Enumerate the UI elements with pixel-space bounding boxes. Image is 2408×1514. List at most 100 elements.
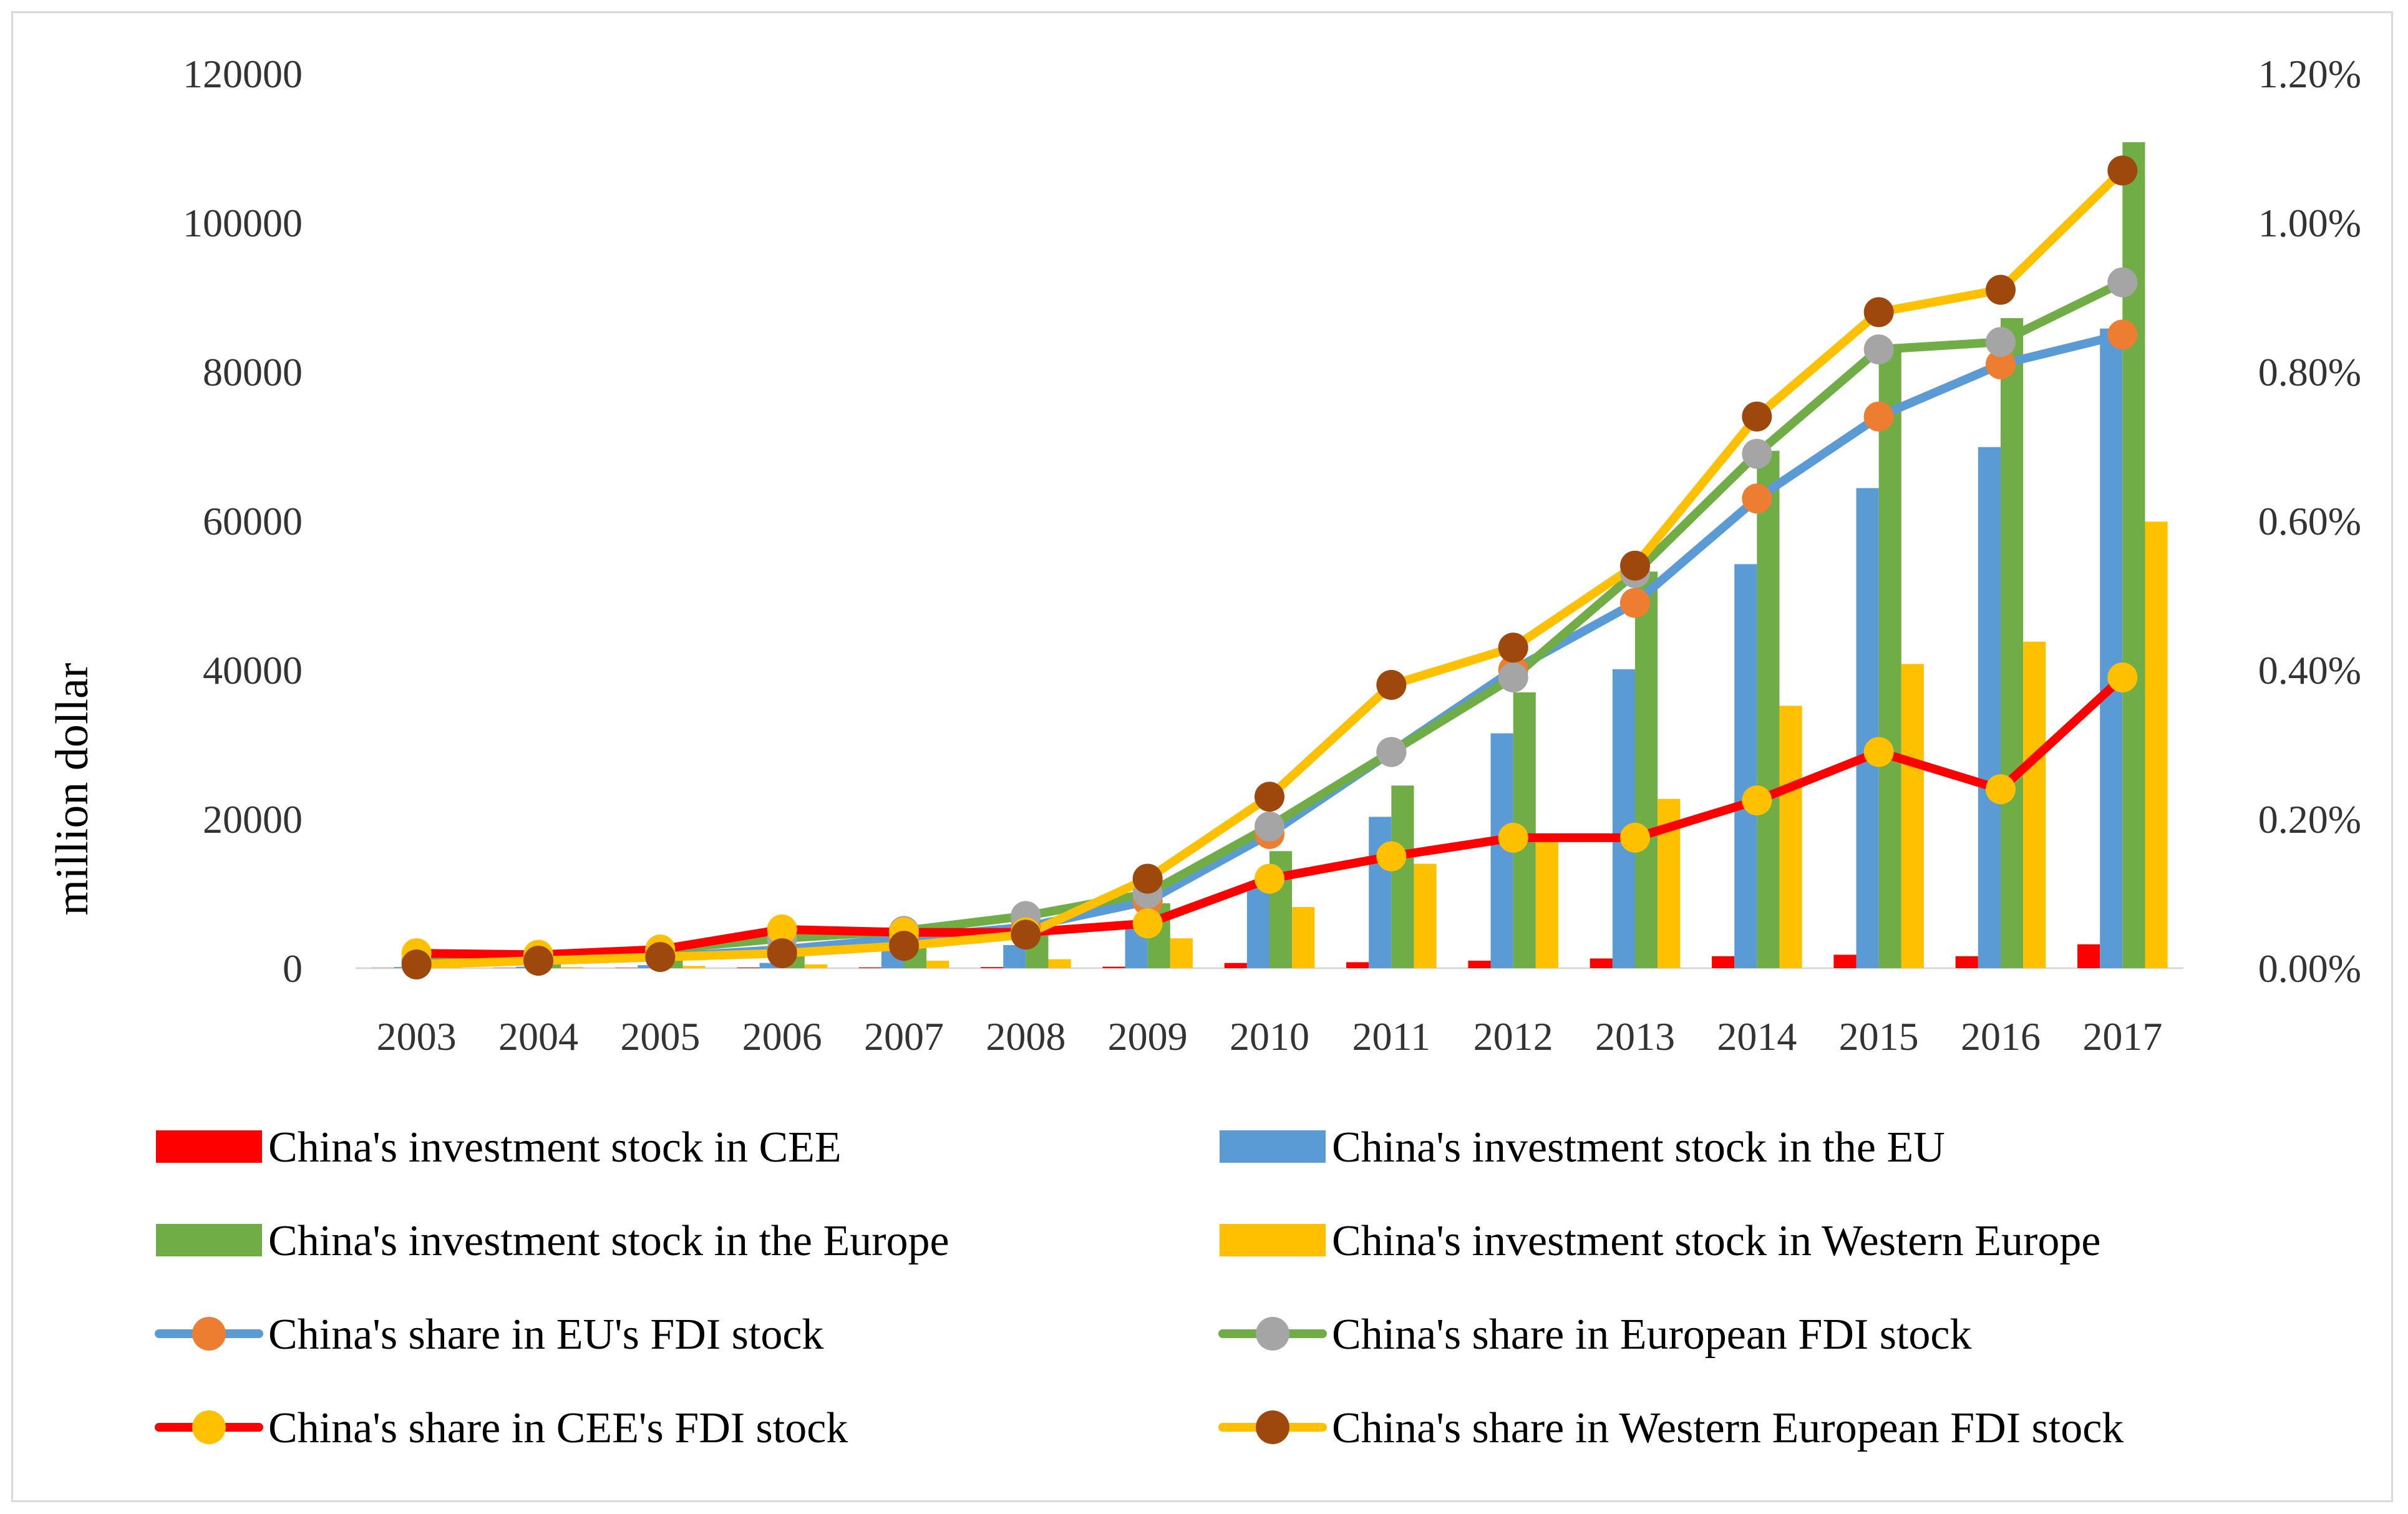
bar-4-2008	[1048, 959, 1071, 968]
bar-4-2014	[1779, 706, 1802, 968]
marker-3-2017	[2107, 662, 2138, 692]
marker-1-2016	[1986, 349, 2016, 380]
marker-2-2016	[1986, 327, 2016, 357]
legend-label: China's investment stock in the EU	[1332, 1123, 1945, 1172]
bar-2-2010	[1246, 883, 1270, 968]
x-tick-label: 2012	[1473, 1014, 1553, 1059]
marker-3-2010	[1255, 863, 1284, 894]
marker-4-2005	[645, 942, 676, 973]
marker-3-2009	[1132, 908, 1163, 939]
bar-4-2012	[1535, 841, 1558, 968]
bar-4-2017	[2145, 522, 2168, 968]
x-tick-label: 2004	[498, 1014, 578, 1059]
y-axis-title: million dollar	[47, 663, 98, 916]
marker-1-2013	[1620, 588, 1650, 618]
marker-1-2015	[1863, 401, 1894, 432]
x-tick-label: 2008	[986, 1014, 1066, 1059]
bar-3-2017	[2122, 142, 2145, 969]
legend-swatch	[156, 1224, 262, 1256]
marker-3-2006	[767, 914, 797, 944]
marker-4-2007	[889, 931, 919, 961]
bar-1-2014	[1712, 956, 1735, 968]
marker-4-2003	[401, 949, 432, 980]
legend-label: China's share in EU's FDI stock	[268, 1311, 823, 1359]
bar-2-2006	[759, 963, 782, 968]
bar-4-2010	[1292, 907, 1315, 968]
marker-1-2017	[2107, 319, 2138, 350]
marker-2-2017	[2107, 267, 2138, 298]
legend-label: China's investment stock in CEE	[268, 1123, 842, 1172]
bar-3-2013	[1635, 571, 1658, 968]
y-tick-label: 80000	[203, 350, 303, 394]
bar-2-2013	[1612, 669, 1635, 968]
marker-4-2014	[1742, 401, 1772, 432]
bar-4-2015	[1901, 664, 1924, 968]
x-tick-label: 2013	[1595, 1014, 1675, 1059]
bar-1-2017	[2077, 944, 2100, 968]
bar-3-2011	[1391, 785, 1414, 968]
x-tick-label: 2017	[2082, 1014, 2162, 1059]
marker-3-2015	[1863, 737, 1894, 767]
x-tick-label: 2005	[620, 1014, 700, 1059]
bar-2-2017	[2100, 328, 2123, 969]
marker-4-2013	[1620, 550, 1650, 581]
marker-4-2011	[1376, 669, 1407, 700]
legend-swatch	[1220, 1130, 1326, 1163]
bar-2-2015	[1856, 488, 1879, 968]
marker-4-2016	[1986, 274, 2016, 305]
legend-marker	[1256, 1410, 1289, 1444]
x-tick-label: 2006	[742, 1014, 822, 1059]
legend-swatch	[156, 1130, 262, 1163]
marker-3-2016	[1986, 774, 2016, 805]
bar-1-2013	[1590, 958, 1613, 968]
bar-4-2006	[804, 964, 827, 968]
bar-3-2016	[2001, 318, 2024, 969]
bar-4-2011	[1414, 863, 1437, 968]
bar-3-2015	[1878, 344, 1901, 968]
y2-tick-label: 1.20%	[2258, 52, 2361, 96]
x-tick-label: 2007	[864, 1014, 944, 1059]
marker-4-2012	[1498, 633, 1528, 663]
bar-1-2009	[1102, 966, 1125, 968]
marker-2-2010	[1255, 811, 1284, 842]
marker-2-2011	[1376, 737, 1407, 767]
marker-1-2014	[1742, 483, 1772, 514]
legend-label: China's investment stock in the Europe	[268, 1217, 949, 1265]
x-tick-label: 2003	[377, 1014, 457, 1059]
marker-4-2010	[1255, 782, 1284, 812]
legend-label: China's share in European FDI stock	[1332, 1311, 1971, 1359]
y-tick-label: 40000	[203, 648, 303, 692]
legend-label: China's investment stock in Western Euro…	[1332, 1217, 2100, 1265]
marker-4-2017	[2107, 155, 2138, 186]
y-tick-label: 60000	[203, 499, 303, 543]
bar-1-2010	[1224, 963, 1247, 968]
y-tick-label: 100000	[183, 201, 303, 245]
y2-tick-label: 0.80%	[2258, 350, 2361, 394]
bar-4-2004	[561, 967, 584, 968]
x-tick-label: 2011	[1352, 1014, 1431, 1059]
y-tick-label: 20000	[203, 797, 303, 842]
y2-tick-label: 0.60%	[2258, 499, 2361, 543]
x-tick-label: 2015	[1839, 1014, 1919, 1059]
marker-4-2004	[523, 946, 553, 976]
x-tick-label: 2016	[1961, 1014, 2041, 1059]
legend-label: China's share in CEE's FDI stock	[268, 1404, 848, 1452]
axes: million dollar 0 20000 40000 60000 80000 1000…	[47, 52, 2361, 1059]
legend-marker	[192, 1317, 226, 1351]
y-tick-label: 120000	[183, 52, 303, 96]
marker-3-2012	[1498, 822, 1528, 853]
y2-tick-label: 0.20%	[2258, 797, 2361, 842]
legend: China's investment stock in CEE China's i…	[155, 1123, 2124, 1452]
marker-2-2014	[1742, 439, 1772, 469]
x-tick-label: 2009	[1108, 1014, 1188, 1059]
y2-tick-label: 0.40%	[2258, 648, 2361, 692]
bar-1-2011	[1346, 962, 1369, 968]
legend-label: China's share in Western European FDI st…	[1332, 1404, 2124, 1452]
x-tick-label: 2010	[1230, 1014, 1309, 1059]
bar-2-2011	[1369, 817, 1392, 968]
bar-1-2008	[981, 967, 1004, 968]
marker-4-2006	[767, 938, 797, 969]
marker-4-2015	[1863, 297, 1894, 328]
bar-2-2016	[1978, 447, 2001, 968]
